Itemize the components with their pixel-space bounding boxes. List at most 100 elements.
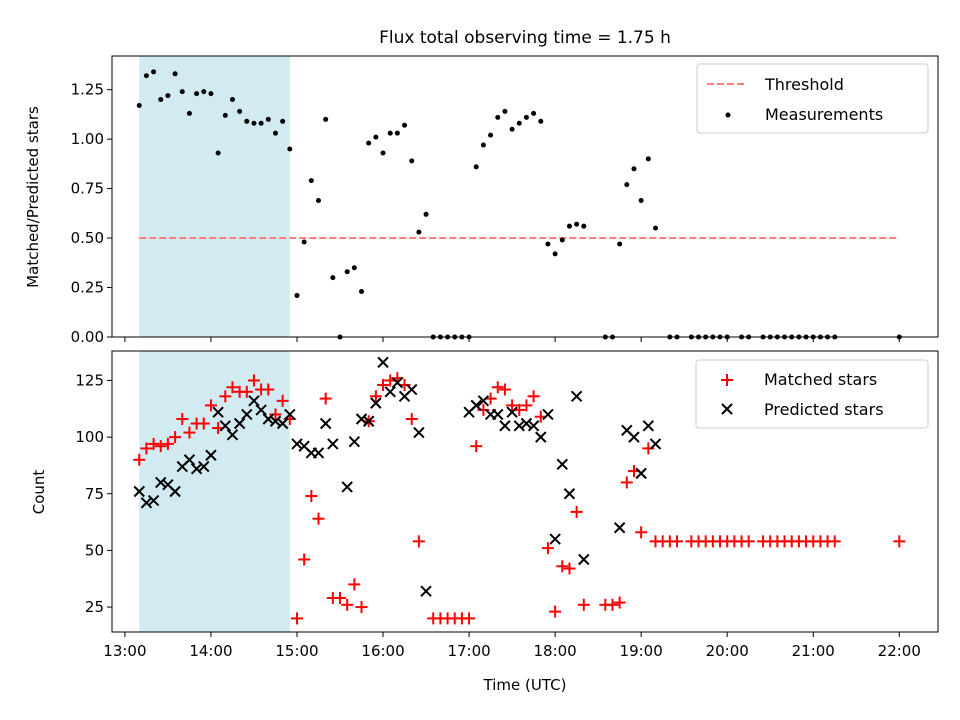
measurement-point — [208, 91, 214, 97]
predicted-star-point — [413, 426, 425, 439]
predicted-star-point — [319, 417, 332, 430]
measurement-point — [652, 225, 658, 231]
predicted-star-point — [284, 408, 296, 421]
matched-star-point — [169, 431, 182, 444]
measurement-point — [559, 237, 565, 243]
measurement-point — [158, 97, 164, 103]
predicted-star-point — [649, 438, 662, 450]
measurement-point — [631, 166, 637, 172]
matched-star-point — [154, 440, 167, 453]
measurement-point — [581, 223, 587, 229]
measurement-point — [402, 122, 408, 128]
measurement-point — [552, 251, 558, 257]
measurement-point — [516, 120, 522, 126]
predicted-star-point — [628, 431, 640, 443]
predicted-star-point — [233, 417, 246, 430]
measurement-point — [409, 158, 415, 164]
predicted-star-point — [212, 406, 224, 418]
predicted-star-point — [499, 420, 511, 432]
measurement-point — [523, 114, 529, 120]
matched-star-point — [470, 440, 483, 453]
predicted-star-point — [169, 485, 181, 498]
matched-star-point — [549, 605, 562, 618]
x-tick-label: 18:00 — [533, 642, 576, 660]
ratio-y-axis-label: Matched/Predicted stars — [24, 106, 42, 288]
matched-star-point — [463, 612, 476, 625]
measurement-point — [330, 275, 336, 281]
measurement-point — [531, 110, 537, 116]
matched-star-point — [276, 394, 289, 407]
measurement-point — [316, 197, 321, 203]
chart-title: Flux total observing time = 1.75 h — [379, 28, 671, 48]
x-tick-label: 20:00 — [706, 642, 749, 660]
ratio-plot-frame — [111, 55, 939, 338]
matched-star-point — [312, 512, 325, 525]
measurement-point — [495, 114, 501, 120]
count-points — [133, 356, 906, 625]
predicted-star-point — [341, 481, 353, 493]
shaded-region — [139, 56, 290, 337]
measurement-point — [237, 108, 243, 114]
measurement-point — [280, 118, 286, 124]
matched-star-point — [204, 399, 217, 412]
threshold-legend-label: Threshold — [764, 75, 844, 94]
measurement-point — [222, 112, 228, 118]
y-tick-label: 25 — [85, 598, 104, 616]
predicted-star-point — [470, 399, 482, 412]
matched-star-point — [491, 381, 504, 394]
measurement-point — [373, 134, 379, 140]
measurement-point — [244, 118, 250, 124]
matched-star-point — [140, 442, 153, 455]
y-tick-label: 0.00 — [71, 328, 104, 346]
matched-star-point — [570, 505, 583, 518]
matched-star-point — [377, 378, 390, 391]
matched-star-point — [319, 392, 332, 405]
matched-star-point — [298, 553, 311, 566]
measurement-point — [387, 130, 393, 136]
measurement-point — [136, 102, 142, 108]
predicted-star-point — [549, 533, 561, 545]
predicted-star-point — [155, 476, 167, 489]
matched-star-point — [290, 612, 303, 625]
matched-star-point — [541, 542, 554, 555]
predicted-star-point — [477, 395, 490, 407]
matched-star-point — [355, 601, 368, 614]
matched-star-point — [262, 383, 275, 396]
shaded-region — [139, 351, 290, 632]
ratio-legend: Threshold Measurements — [696, 63, 929, 134]
predicted-star-point — [348, 435, 361, 448]
y-tick-label: 125 — [75, 371, 104, 389]
matched-star-point — [226, 381, 239, 394]
predicted-star-point — [492, 408, 504, 421]
matched-star-point — [161, 437, 174, 450]
predicted-star-point — [635, 467, 647, 480]
predicted-star-point — [377, 356, 389, 369]
matched-star-point — [527, 390, 540, 403]
predicted-star-point — [140, 497, 153, 509]
matched-star-point — [247, 374, 260, 387]
predicted-star-point — [391, 377, 404, 389]
x-tick-label: 19:00 — [620, 642, 663, 660]
matched-star-point — [240, 385, 253, 398]
predicted-star-point — [420, 585, 432, 597]
predicted-star-point — [542, 408, 554, 421]
matched-star-point — [742, 535, 755, 548]
predicted-star-point — [527, 420, 540, 432]
matched-star-point — [305, 490, 318, 503]
x-tick-label: 17:00 — [447, 642, 490, 660]
matched-star-point — [183, 426, 196, 439]
y-tick-label: 1.00 — [71, 130, 104, 148]
ratio-panel: Flux total observing time = 1.75 h 0.000… — [24, 28, 939, 346]
matched-star-point — [520, 399, 533, 412]
measurement-point — [423, 211, 429, 217]
predicted-legend-swatch — [721, 403, 733, 415]
measurement-point — [186, 110, 192, 116]
measurement-point — [308, 178, 314, 184]
measurements-legend-label: Measurements — [765, 105, 883, 124]
measurement-point — [473, 164, 479, 170]
matched-star-point — [563, 562, 576, 575]
matched-star-point — [219, 390, 232, 403]
matched-star-point — [893, 535, 906, 548]
measurement-point — [272, 130, 278, 136]
matched-star-point — [613, 596, 626, 609]
